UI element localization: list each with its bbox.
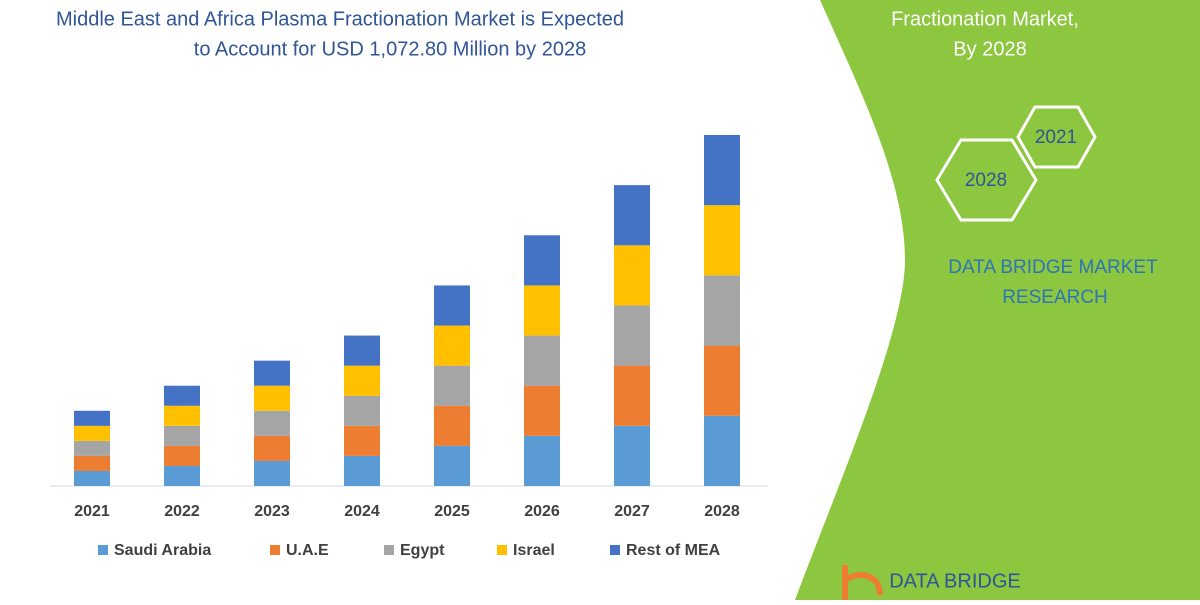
bar-segment: [74, 455, 110, 471]
legend-swatch: [497, 545, 507, 555]
green-panel: [795, 0, 1200, 600]
panel-heading: By 2028: [953, 38, 1026, 60]
bar-segment: [254, 410, 290, 436]
legend-label: Saudi Arabia: [114, 542, 211, 559]
legend-label: U.A.E: [286, 542, 329, 559]
brand-text: RESEARCH: [1002, 287, 1108, 308]
bar-segment: [524, 285, 560, 336]
panel-heading: Fractionation Market,: [891, 8, 1079, 30]
legend-swatch: [270, 545, 280, 555]
bar-segment: [164, 385, 200, 406]
bar-segment: [434, 405, 470, 446]
bar-segment: [254, 435, 290, 461]
bar-segment: [614, 305, 650, 366]
x-tick-label: 2025: [434, 503, 470, 520]
legend-swatch: [98, 545, 108, 555]
x-tick-label: 2026: [524, 503, 560, 520]
bar-segment: [254, 385, 290, 411]
bar-segment: [434, 445, 470, 486]
legend-swatch: [610, 545, 620, 555]
logo-icon: [842, 565, 883, 600]
bar-segment: [524, 435, 560, 486]
bar-segment: [164, 445, 200, 466]
hexagon: [935, 138, 1038, 222]
x-tick-label: 2023: [254, 503, 290, 520]
legend-label: Rest of MEA: [626, 542, 721, 559]
bar-segment: [614, 365, 650, 426]
bar-segment: [164, 465, 200, 486]
brand-text: DATA BRIDGE MARKET: [948, 257, 1158, 278]
bar-segment: [254, 460, 290, 486]
bar-segment: [344, 455, 380, 486]
x-tick-label: 2028: [704, 503, 740, 520]
hexagon: [1016, 105, 1097, 169]
bar-segment: [344, 365, 380, 396]
bar-segment: [704, 345, 740, 416]
bar-segment: [614, 425, 650, 486]
hexagon-label: 2021: [1035, 127, 1077, 148]
logo-text: DATA BRIDGE: [889, 570, 1021, 592]
x-tick-label: 2021: [74, 503, 110, 520]
bar-segment: [74, 470, 110, 486]
bar-segment: [164, 405, 200, 426]
bar-segment: [524, 385, 560, 436]
bar-segment: [74, 425, 110, 441]
bar-segment: [74, 410, 110, 426]
bar-segment: [614, 185, 650, 246]
bar-segment: [614, 245, 650, 306]
legend-label: Egypt: [400, 542, 445, 559]
bar-segment: [434, 365, 470, 406]
bar-segment: [524, 335, 560, 386]
legend-swatch: [384, 545, 394, 555]
bar-segment: [704, 135, 740, 206]
bar-segment: [434, 325, 470, 366]
chart-title: to Account for USD 1,072.80 Million by 2…: [194, 38, 586, 60]
bar-segment: [704, 205, 740, 276]
hexagon-label: 2028: [965, 170, 1007, 191]
bar-segment: [704, 415, 740, 486]
chart-title: Middle East and Africa Plasma Fractionat…: [56, 8, 624, 30]
x-tick-label: 2027: [614, 503, 650, 520]
bar-segment: [254, 360, 290, 386]
bar-segment: [164, 425, 200, 446]
x-tick-label: 2024: [344, 503, 380, 520]
x-tick-label: 2022: [164, 503, 200, 520]
bar-segment: [704, 275, 740, 346]
bar-segment: [344, 335, 380, 366]
bar-segment: [344, 395, 380, 426]
legend-label: Israel: [513, 542, 555, 559]
bar-segment: [434, 285, 470, 326]
bar-segment: [74, 440, 110, 456]
bar-segment: [344, 425, 380, 456]
bar-segment: [524, 235, 560, 286]
